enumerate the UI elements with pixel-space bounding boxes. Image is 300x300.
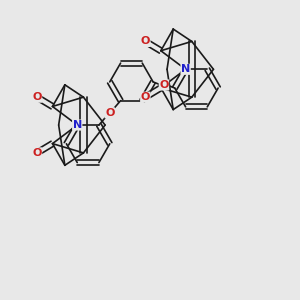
Text: O: O <box>141 92 150 102</box>
Text: O: O <box>32 92 42 102</box>
Text: N: N <box>73 120 82 130</box>
Text: O: O <box>141 36 150 46</box>
Text: O: O <box>159 80 169 90</box>
Text: O: O <box>105 108 114 118</box>
Text: N: N <box>181 64 190 74</box>
Text: O: O <box>32 148 42 158</box>
